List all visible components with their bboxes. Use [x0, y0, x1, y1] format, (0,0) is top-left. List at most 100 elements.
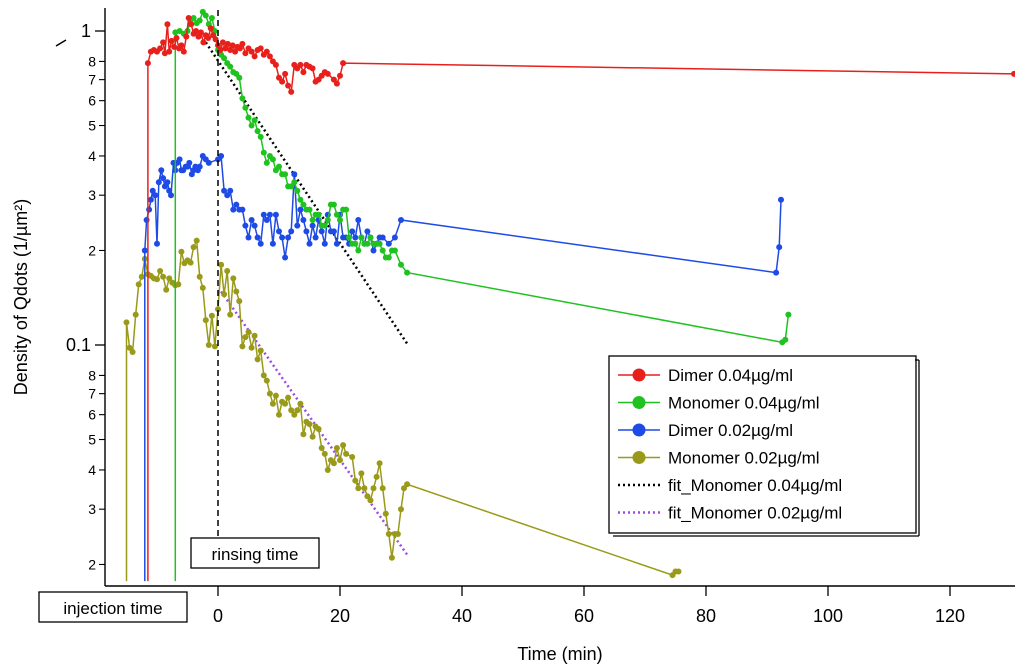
data-point	[205, 35, 212, 41]
legend-marker	[632, 423, 646, 437]
data-point	[276, 163, 282, 170]
data-point	[324, 70, 331, 77]
data-point	[340, 60, 347, 67]
series-dimer-0-04ug-ml	[144, 15, 1015, 582]
data-point	[318, 445, 325, 451]
data-point	[778, 196, 784, 203]
series-line	[125, 237, 679, 582]
data-point	[154, 276, 160, 283]
data-point	[199, 284, 206, 291]
data-point	[297, 400, 304, 407]
data-point	[306, 240, 313, 247]
data-point	[269, 156, 276, 163]
data-point	[269, 240, 276, 247]
data-point	[242, 334, 249, 341]
injection-time-label: injection time	[63, 599, 162, 618]
data-point	[202, 317, 209, 324]
data-point	[361, 485, 368, 492]
data-point	[343, 450, 350, 457]
data-point	[379, 485, 386, 492]
data-point	[227, 311, 234, 318]
data-point	[154, 240, 160, 247]
data-point	[394, 531, 401, 537]
data-point	[168, 192, 174, 199]
data-point	[242, 104, 249, 111]
x-tick-label: 40	[452, 606, 472, 626]
data-point	[294, 407, 301, 414]
data-point	[257, 133, 264, 140]
data-point	[239, 343, 246, 350]
data-point	[200, 39, 207, 46]
y-minor-tick-label: 2	[88, 556, 96, 572]
data-point	[251, 332, 258, 339]
data-point	[358, 470, 365, 477]
data-point	[272, 211, 279, 218]
data-point	[343, 206, 350, 213]
data-point	[144, 60, 151, 67]
data-point	[186, 159, 193, 166]
data-point	[272, 61, 279, 68]
y-major-tick-label: 1	[81, 21, 91, 41]
rinsing-time-label: rinsing time	[212, 545, 299, 564]
data-point	[205, 342, 212, 348]
data-point	[282, 254, 289, 261]
data-point	[217, 47, 224, 53]
data-point	[208, 15, 215, 21]
data-point	[229, 42, 236, 49]
data-point	[398, 217, 404, 223]
data-point	[388, 554, 395, 561]
data-point	[288, 88, 295, 95]
legend-item: fit_Monomer 0.02µg/ml	[618, 504, 842, 523]
legend-marker	[632, 451, 646, 464]
data-point	[337, 72, 343, 79]
legend-label: Monomer 0.02µg/ml	[668, 449, 820, 468]
data-point	[202, 12, 209, 19]
data-point	[188, 21, 195, 28]
data-point	[221, 55, 228, 62]
data-point	[330, 228, 337, 235]
data-point	[171, 43, 178, 50]
y-major-tick-label: 0.1	[66, 335, 91, 355]
data-point	[173, 35, 180, 41]
data-point	[197, 29, 204, 36]
data-point	[404, 481, 411, 488]
data-point	[785, 311, 792, 318]
data-point	[306, 421, 313, 428]
y-minor-tick-label: 4	[88, 148, 96, 164]
data-point	[370, 247, 377, 254]
data-point	[245, 234, 252, 241]
data-point	[385, 531, 392, 537]
series-monomer-0-04ug-ml	[172, 8, 792, 582]
data-point	[376, 240, 383, 247]
data-point	[367, 234, 374, 241]
data-point	[211, 343, 218, 350]
data-point	[257, 347, 264, 354]
data-point	[309, 65, 316, 72]
data-point	[288, 183, 295, 190]
data-point	[300, 217, 307, 223]
legend-item: Monomer 0.02µg/ml	[618, 449, 820, 468]
y-minor-tick-label: 2	[88, 242, 96, 258]
y-axis-title: Density of Qdots (1/µm²)	[11, 199, 31, 395]
data-point	[333, 80, 340, 87]
data-point	[367, 497, 374, 504]
data-point	[352, 234, 359, 241]
data-point	[355, 217, 362, 223]
data-point	[236, 74, 243, 81]
data-point	[224, 268, 231, 274]
x-tick-label: 100	[813, 606, 843, 626]
legend-label: fit_Monomer 0.04µg/ml	[668, 476, 842, 495]
data-point	[257, 45, 264, 52]
data-point	[129, 349, 136, 355]
y-minor-tick-label: 3	[88, 501, 96, 517]
series-layer	[123, 8, 1015, 582]
data-point	[251, 53, 258, 60]
legend-label: Monomer 0.04µg/ml	[668, 394, 820, 413]
data-point	[233, 201, 240, 208]
data-point	[157, 45, 164, 52]
y-minor-tick-label: 5	[88, 432, 96, 448]
data-point	[370, 485, 377, 492]
data-point	[143, 217, 150, 223]
data-point	[297, 206, 304, 213]
data-point	[230, 206, 237, 213]
